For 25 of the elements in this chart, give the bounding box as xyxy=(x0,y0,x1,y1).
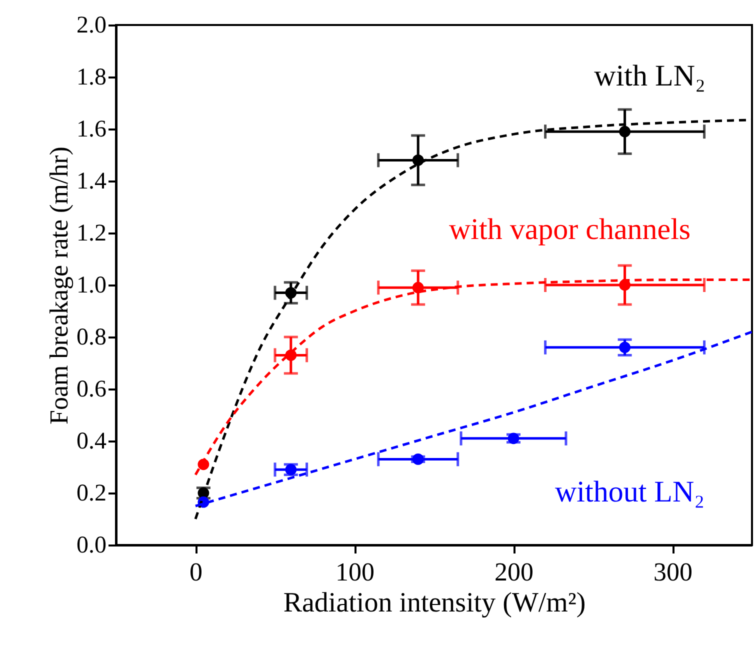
x-tick-label: 300 xyxy=(654,558,692,586)
y-tick-label: 1.0 xyxy=(76,272,106,298)
point xyxy=(619,342,630,354)
y-tick-label: 1.6 xyxy=(76,116,106,142)
y-tick-label: 1.4 xyxy=(76,168,106,194)
y-tick-label: 0.0 xyxy=(76,532,106,558)
x-tick-label: 100 xyxy=(336,558,374,586)
series-label: without LN₂ xyxy=(554,475,705,508)
y-axis-title: Foam breakage rate (m/hr) xyxy=(44,146,74,424)
y-tick-label: 2.0 xyxy=(76,12,106,38)
y-tick-label: 0.2 xyxy=(76,480,106,506)
y-tick-label: 0.6 xyxy=(76,376,106,402)
x-tick-label: 0 xyxy=(190,558,202,586)
point xyxy=(412,154,424,166)
series-label: with LN₂ xyxy=(594,60,706,93)
line-series xyxy=(194,330,752,508)
y-tick-label: 0.8 xyxy=(76,324,106,350)
series-label: with vapor channels xyxy=(448,213,691,246)
point xyxy=(412,282,424,294)
x-tick-label: 200 xyxy=(494,558,534,586)
y-tick-label: 1.8 xyxy=(76,64,106,90)
point xyxy=(619,126,630,138)
y-tick-label: 1.2 xyxy=(76,220,106,246)
y-tick-label: 0.4 xyxy=(76,428,106,454)
x-axis-title: Radiation intensity (W/m²) xyxy=(283,588,586,618)
